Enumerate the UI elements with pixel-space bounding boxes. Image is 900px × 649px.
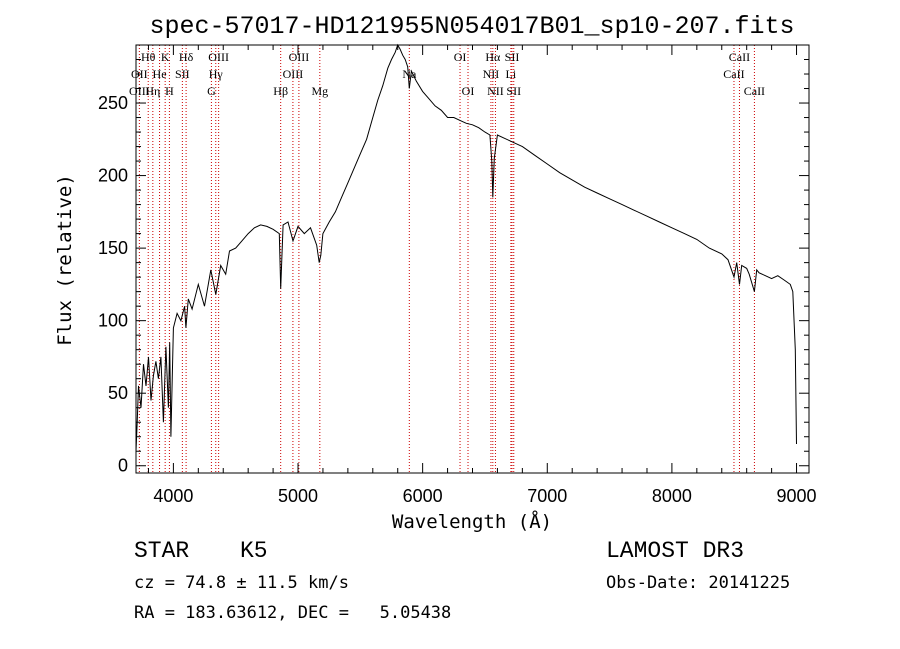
- line-label: Hα: [485, 50, 501, 64]
- line-label: K: [161, 50, 170, 64]
- object-class: STAR: [134, 538, 190, 564]
- y-tick-label: 50: [108, 383, 128, 403]
- line-label: OIII: [289, 50, 310, 64]
- line-label: Hβ: [273, 84, 288, 98]
- axis-tick-labels: 4000 5000 6000 7000 8000 9000 0 50 100 150 200 250: [98, 93, 817, 506]
- survey-name: LAMOST DR3: [606, 538, 745, 564]
- line-label: H: [165, 84, 174, 98]
- x-tick-label: 9000: [777, 486, 817, 506]
- line-label: Hθ: [141, 50, 156, 64]
- line-label: CaII: [744, 84, 765, 98]
- y-tick-label: 250: [98, 93, 128, 113]
- line-label: OI: [462, 84, 475, 98]
- line-label: Mg: [311, 84, 328, 98]
- x-axis-label: Wavelength (Å): [392, 510, 552, 533]
- x-tick-label: 4000: [153, 486, 193, 506]
- line-label: Hδ: [179, 50, 194, 64]
- line-label: Li: [506, 67, 517, 81]
- line-label: NII: [487, 84, 504, 98]
- spectral-line-markers: [138, 45, 755, 473]
- y-axis-label: Flux (relative): [54, 174, 76, 346]
- spectrum-line: [135, 43, 797, 452]
- line-label: SII: [175, 67, 190, 81]
- line-label: SII: [505, 50, 520, 64]
- object-subclass: K5: [240, 538, 268, 564]
- line-label: NII: [483, 67, 500, 81]
- plot-frame: [135, 44, 810, 474]
- x-tick-label: 8000: [652, 486, 692, 506]
- axis-ticks: [136, 45, 809, 473]
- line-label: Hη: [145, 84, 160, 98]
- line-label: Na: [402, 67, 417, 81]
- line-label: Hγ: [209, 67, 224, 81]
- x-tick-label: 6000: [403, 486, 443, 506]
- y-tick-label: 100: [98, 311, 128, 331]
- line-label: CaII: [729, 50, 750, 64]
- chart-title: spec-57017-HD121955N054017B01_sp10-207.f…: [149, 12, 794, 41]
- line-label: SII: [506, 84, 521, 98]
- y-tick-label: 150: [98, 238, 128, 258]
- y-tick-label: 0: [118, 456, 128, 476]
- line-label: G: [207, 84, 216, 98]
- x-tick-label: 5000: [278, 486, 318, 506]
- line-label: OI: [454, 50, 467, 64]
- x-tick-label: 7000: [527, 486, 567, 506]
- line-label: OIII: [283, 67, 304, 81]
- y-tick-label: 200: [98, 166, 128, 186]
- line-label: He: [153, 67, 167, 81]
- redshift-velocity: cz = 74.8 ± 11.5 km/s: [134, 573, 349, 593]
- observation-date: Obs-Date: 20141225: [606, 573, 791, 593]
- line-label: OIII: [208, 50, 229, 64]
- sky-coordinates: RA = 183.63612, DEC = 5.05438: [134, 603, 452, 623]
- line-label: CaII: [723, 67, 744, 81]
- line-label: OIII: [129, 84, 150, 98]
